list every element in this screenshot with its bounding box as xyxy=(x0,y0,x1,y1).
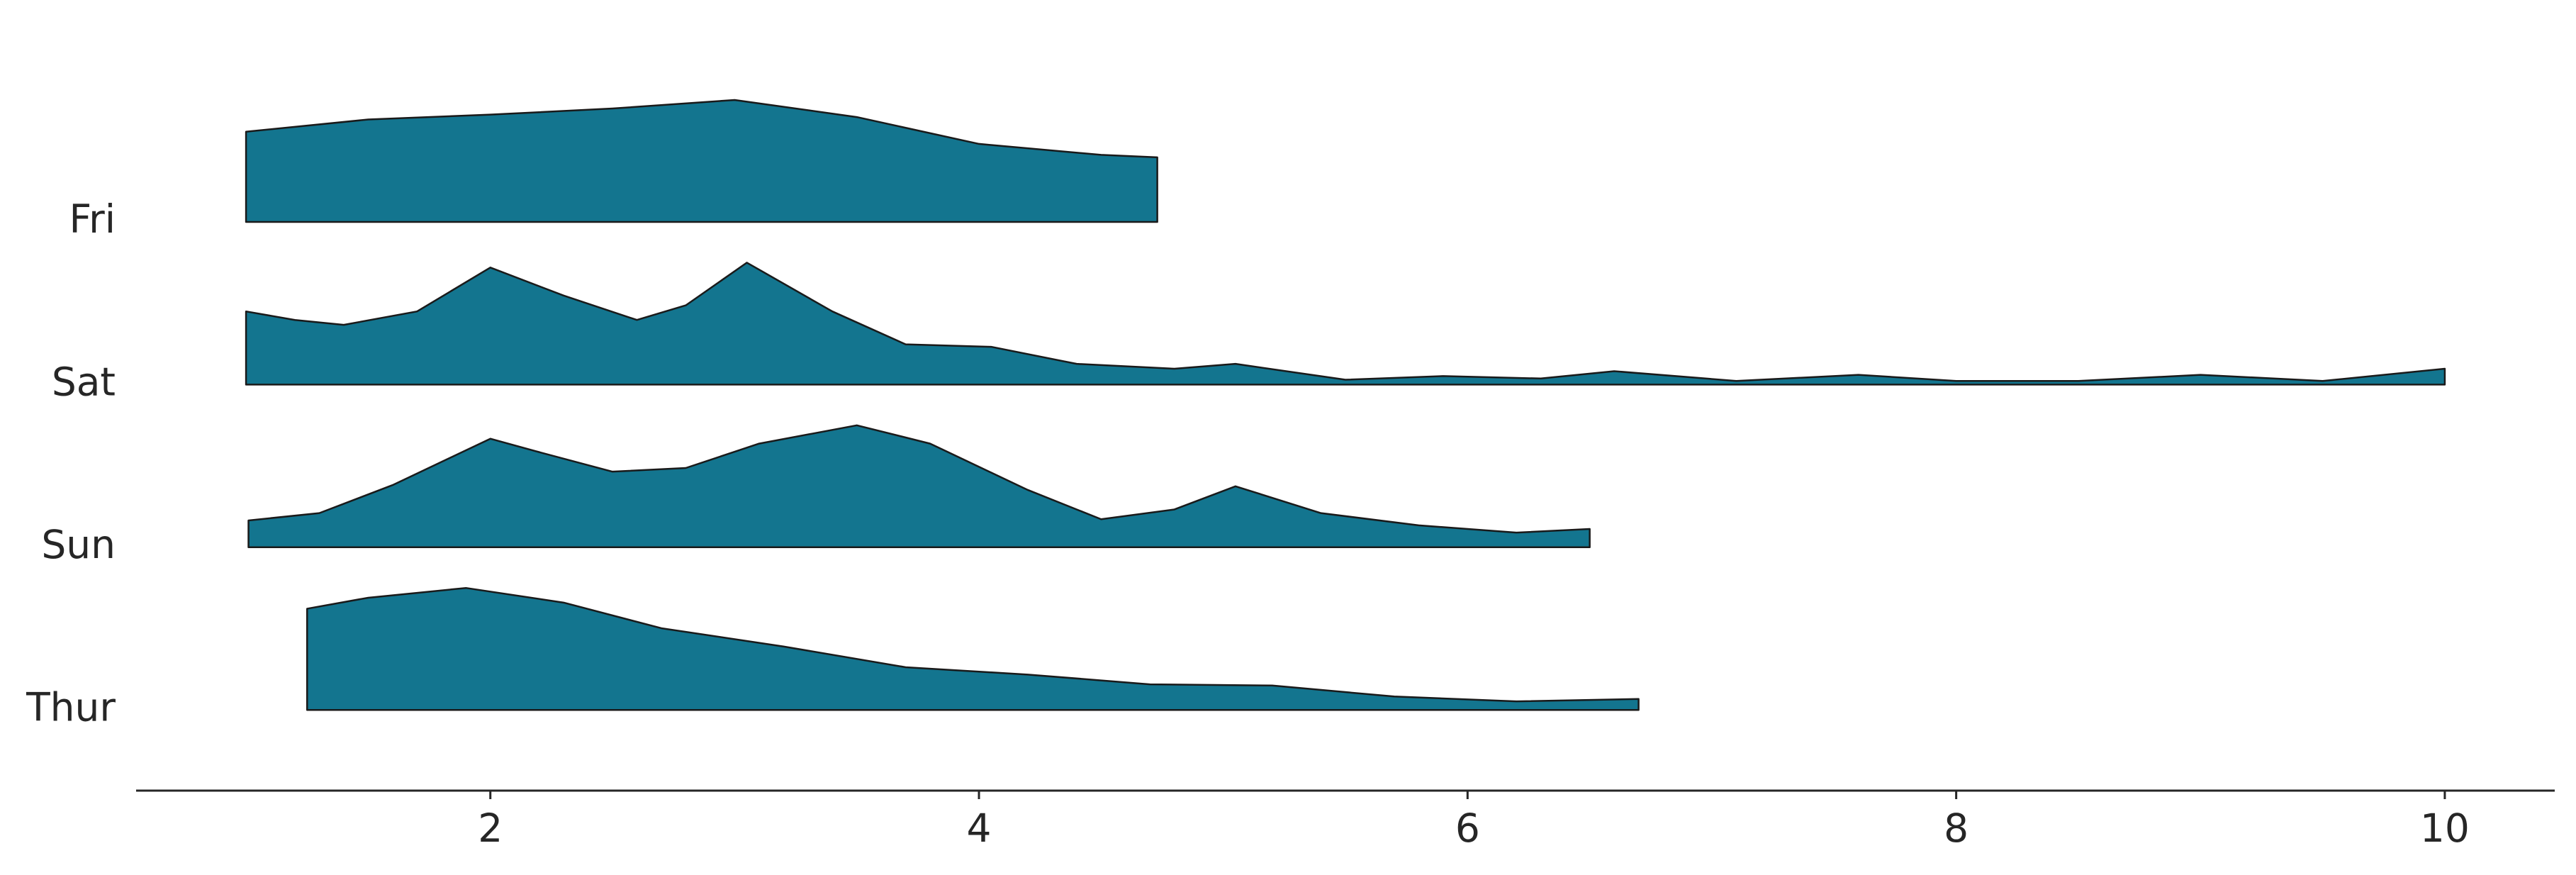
x-tick-label: 6 xyxy=(1455,806,1480,851)
ridge xyxy=(245,262,2446,386)
x-tick-label: 2 xyxy=(478,806,503,851)
category-label: Sun xyxy=(41,522,116,567)
ridge xyxy=(245,99,1158,223)
x-tick-label: 8 xyxy=(1944,806,1969,851)
category-label: Fri xyxy=(69,196,116,242)
ridge xyxy=(306,586,1640,711)
ridge xyxy=(247,424,1591,549)
x-tick-label: 10 xyxy=(2420,806,2470,851)
x-tick-label: 4 xyxy=(967,806,992,851)
category-label: Sat xyxy=(52,360,116,405)
category-label: Thur xyxy=(26,684,116,730)
